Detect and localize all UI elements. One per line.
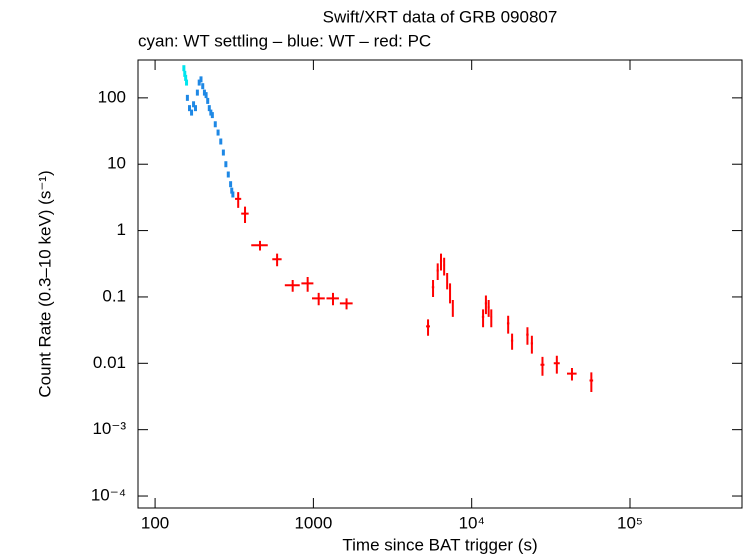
point <box>221 149 225 156</box>
y-axis-label: Count Rate (0.3–10 keV) (s⁻¹) <box>35 170 54 397</box>
error-cross <box>241 206 249 224</box>
error-cross <box>446 272 449 290</box>
point <box>219 138 223 145</box>
x-tick-label: 10⁴ <box>459 513 485 532</box>
error-cross <box>510 333 514 350</box>
error-cross <box>339 298 353 310</box>
error-cross <box>251 240 268 251</box>
point <box>197 79 201 86</box>
error-cross <box>540 356 545 376</box>
error-cross <box>443 257 446 276</box>
point <box>195 89 199 96</box>
error-cross <box>272 253 282 267</box>
x-tick-label: 10⁵ <box>617 513 643 532</box>
error-cross <box>490 309 493 328</box>
point <box>182 65 186 72</box>
point <box>201 83 205 90</box>
point <box>185 79 189 86</box>
point <box>190 109 194 116</box>
error-cross <box>284 280 300 292</box>
error-cross <box>589 372 594 392</box>
point <box>231 191 235 198</box>
y-tick-label: 1 <box>117 220 126 239</box>
error-cross <box>449 283 452 304</box>
point <box>229 181 233 188</box>
point <box>226 171 230 178</box>
y-tick-label: 100 <box>98 87 126 106</box>
point <box>216 129 220 136</box>
point <box>207 105 211 112</box>
error-cross <box>311 292 325 306</box>
y-tick-label: 10⁻⁴ <box>91 486 126 505</box>
error-cross <box>431 280 435 297</box>
point <box>202 89 206 96</box>
error-cross <box>451 299 454 317</box>
plot-frame <box>137 59 743 509</box>
error-cross <box>526 327 529 345</box>
error-cross <box>484 295 488 315</box>
y-tick-label: 10⁻³ <box>92 419 126 438</box>
point <box>206 97 210 104</box>
y-tick-label: 0.01 <box>93 353 126 372</box>
point <box>209 109 213 116</box>
x-tick-label: 100 <box>141 513 169 532</box>
point <box>210 112 214 119</box>
error-cross <box>235 192 242 208</box>
error-cross <box>439 253 443 271</box>
x-axis-label: Time since BAT trigger (s) <box>342 535 537 554</box>
error-cross <box>301 276 314 292</box>
point <box>192 101 196 108</box>
y-tick-label: 10 <box>107 154 126 173</box>
error-cross <box>487 299 490 317</box>
error-cross <box>481 309 485 328</box>
point <box>183 70 187 77</box>
point <box>199 76 203 83</box>
error-cross <box>530 335 534 354</box>
point <box>185 94 189 101</box>
x-tick-label: 1000 <box>294 513 332 532</box>
error-cross <box>326 292 339 306</box>
point <box>230 187 234 194</box>
y-tick-label: 0.1 <box>102 286 126 305</box>
point <box>213 121 217 128</box>
point <box>204 92 208 99</box>
chart-title: Swift/XRT data of GRB 090807 <box>323 7 558 26</box>
chart-subtitle: cyan: WT settling – blue: WT – red: PC <box>138 31 431 50</box>
error-cross <box>566 367 577 381</box>
error-cross <box>553 355 560 374</box>
point <box>188 105 192 112</box>
point <box>184 74 188 81</box>
point <box>224 161 228 168</box>
error-cross <box>426 319 430 336</box>
point <box>193 105 197 112</box>
error-cross <box>506 315 510 334</box>
error-cross <box>436 263 439 281</box>
